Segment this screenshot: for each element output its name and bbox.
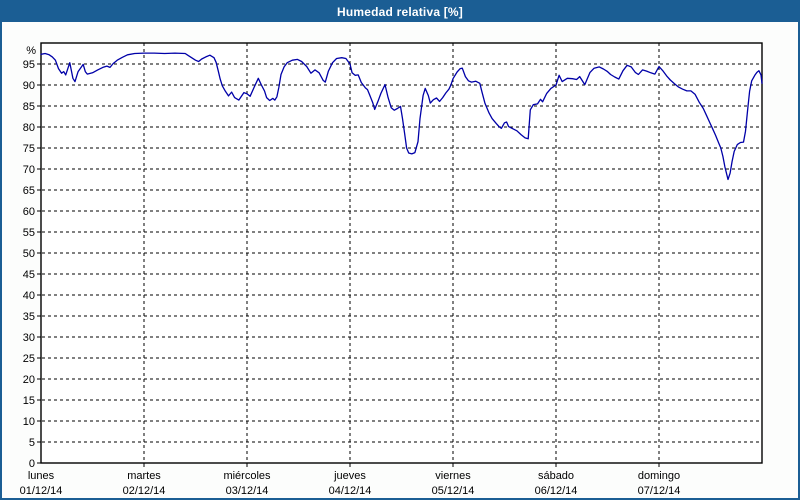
x-date-label: 03/12/14 [226,485,269,497]
y-tick-label: 70 [23,164,35,176]
y-tick-label: 10 [23,416,35,428]
x-date-label: 06/12/14 [535,485,578,497]
y-tick-label: 40 [23,290,35,302]
y-tick-label: 0 [29,458,35,470]
y-tick-label: 15 [23,395,35,407]
y-tick-label: 30 [23,332,35,344]
y-tick-label: 75 [23,143,35,155]
humidity-line [40,52,763,181]
title-bar: Humedad relativa [%] [2,2,798,22]
y-tick-label: 45 [23,269,35,281]
x-day-label: martes [127,470,161,482]
y-tick-label: 85 [23,101,35,113]
x-day-label: jueves [333,470,366,482]
x-date-label: 05/12/14 [432,485,475,497]
x-day-label: viernes [435,470,471,482]
x-date-label: 04/12/14 [329,485,372,497]
y-tick-label: 35 [23,311,35,323]
chart-title: Humedad relativa [%] [336,5,464,19]
plot-area [41,43,762,463]
y-tick-label: 55 [23,227,35,239]
x-date-label: 02/12/14 [123,485,166,497]
y-tick-label: 25 [23,353,35,365]
x-day-label: miércoles [223,470,271,482]
y-tick-label: 95 [23,59,35,71]
y-tick-label: 90 [23,80,35,92]
y-tick-label: 65 [23,185,35,197]
y-tick-label: 5 [29,437,35,449]
x-day-label: lunes [28,470,55,482]
y-tick-label: 80 [23,122,35,134]
y-axis-unit-label: % [26,45,36,57]
x-day-label: sábado [538,470,574,482]
x-day-label: domingo [638,470,680,482]
x-date-label: 01/12/14 [20,485,63,497]
x-date-label: 07/12/14 [638,485,681,497]
y-tick-label: 50 [23,248,35,260]
y-tick-label: 60 [23,206,35,218]
plot-frame [40,42,763,464]
y-tick-label: 20 [23,374,35,386]
